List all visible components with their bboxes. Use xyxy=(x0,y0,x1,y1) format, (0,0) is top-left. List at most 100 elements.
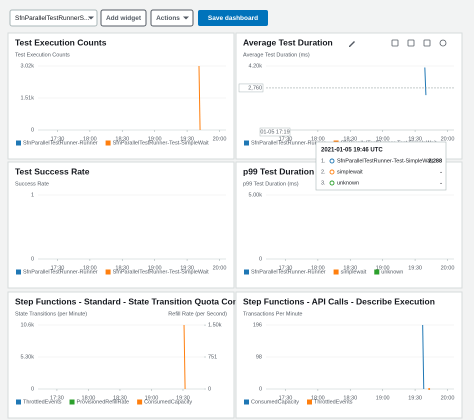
legend-label: SfnParallelTestRunner-Test-SimpleWait xyxy=(113,140,210,146)
y2-axis-label: Refill Rate (per Second) xyxy=(168,311,227,317)
legend-entry: SfnParallelTestRunner-Runner xyxy=(16,269,98,275)
legend-entry: ThrottledEvents xyxy=(16,399,62,405)
legend-swatch xyxy=(374,269,380,275)
y2-tick-label: 1.50k xyxy=(208,323,222,329)
legend-label: ProvisionedRefillRate xyxy=(77,399,130,405)
x-tick-label: 19:00 xyxy=(148,136,162,142)
button-text[interactable]: Actions xyxy=(156,15,180,22)
legend-swatch xyxy=(307,399,312,405)
widget-panel xyxy=(7,32,235,160)
select-box[interactable] xyxy=(9,9,98,27)
x-tick-label: 20:00 xyxy=(213,265,227,271)
x-tick-label: 17:30 xyxy=(279,265,293,271)
widget-panel xyxy=(7,161,235,289)
tooltip-value: - xyxy=(440,169,442,175)
y-tick-label: 0 xyxy=(31,127,34,133)
widget-title: Test Execution Counts xyxy=(15,37,107,47)
y-tick-label: 0 xyxy=(259,256,262,262)
x-tick-label: 20:00 xyxy=(441,395,455,401)
legend-label: simplewait xyxy=(341,269,367,275)
x-tick-label: 18:00 xyxy=(311,395,325,401)
x-tick-label: 17:30 xyxy=(51,136,65,142)
y-tick-label: 1.51k xyxy=(21,95,35,101)
legend-swatch xyxy=(105,269,111,275)
x-tick-label: 18:30 xyxy=(343,265,357,271)
widget-title: Step Functions - Standard - State Transi… xyxy=(15,296,245,306)
x-tick-label: 19:30 xyxy=(176,395,190,401)
button-box[interactable] xyxy=(150,9,194,27)
button-text[interactable]: Add widget xyxy=(106,15,142,22)
legend-swatch xyxy=(16,140,21,146)
y-axis-label: Success Rate xyxy=(15,181,49,187)
tooltip-name: simplewait xyxy=(337,169,363,175)
tooltip-marker xyxy=(329,180,335,186)
widget-icon[interactable] xyxy=(439,39,447,47)
legend-entry: simplewait xyxy=(333,269,367,275)
button-text[interactable]: Save dashboard xyxy=(208,15,258,22)
select-text[interactable]: SfnParallelTestRunnerS... xyxy=(15,15,90,22)
y-tick-label: 0 xyxy=(31,386,34,392)
widget-title: p99 Test Duration xyxy=(243,166,314,176)
legend-entry: SfnParallelTestRunner-Runner xyxy=(244,140,326,146)
legend-swatch xyxy=(137,399,143,405)
legend-entry: SfnParallelTestRunner-Test-SimpleWait xyxy=(105,140,210,146)
legend-swatch xyxy=(105,140,111,146)
x-tick-label: 19:30 xyxy=(408,395,422,401)
actions-button[interactable]: Actions xyxy=(150,9,194,27)
button-box[interactable] xyxy=(100,9,147,27)
legend-entry: ThrottledEvents xyxy=(307,399,353,405)
button-box[interactable] xyxy=(198,10,268,26)
widget-icon[interactable] xyxy=(391,39,399,47)
legend-label: ThrottledEvents xyxy=(314,399,353,405)
widget-icon[interactable] xyxy=(407,39,415,47)
y-tick-label: 5.00k xyxy=(249,192,263,198)
series-line xyxy=(422,324,425,390)
x-tick-label: 19:00 xyxy=(376,265,390,271)
x-tick-label: 19:00 xyxy=(376,395,390,401)
y-axis-label: Transactions Per Minute xyxy=(243,311,302,317)
legend-entry: ConsumedCapacity xyxy=(137,399,192,405)
tooltip-name: SfnParallelTestRunner-Test-SimpleWait xyxy=(337,158,434,164)
series-line xyxy=(198,65,201,131)
legend-entry: SfnParallelTestRunner-Test-SimpleWait xyxy=(105,269,210,275)
x-tick-label: 19:30 xyxy=(408,265,422,271)
x-tick-label: 18:30 xyxy=(115,265,129,271)
y-axis-label: State Transitions (per Minute) xyxy=(15,311,87,317)
widget-icon[interactable] xyxy=(423,39,431,47)
y-tick-label: 10.6k xyxy=(21,322,35,328)
add-widget-button[interactable]: Add widget xyxy=(100,9,147,27)
save-button[interactable]: Save dashboard xyxy=(198,10,268,26)
legend-label: SfnParallelTestRunner-Test-SimpleWait xyxy=(113,269,210,275)
y-tick-label: 5.30k xyxy=(21,354,35,360)
x-tick-label: 19:30 xyxy=(408,136,422,142)
x-tick-label: 19:30 xyxy=(180,265,194,271)
widget-title: Step Functions - API Calls - Describe Ex… xyxy=(243,296,435,306)
x-tick-label: 19:00 xyxy=(145,395,159,401)
hover-x-box xyxy=(259,127,291,137)
x-tick-label: 18:30 xyxy=(115,136,129,142)
x-tick-label: 20:00 xyxy=(213,136,227,142)
x-tick-label: 18:00 xyxy=(82,395,96,401)
legend-label: ConsumedCapacity xyxy=(144,399,192,405)
y-tick-label: 0 xyxy=(31,256,34,262)
tooltip-value: - xyxy=(440,180,442,186)
x-tick-label: 17:30 xyxy=(51,265,65,271)
legend-label: unknown xyxy=(381,269,403,275)
y-axis-label: p99 Test Duration (ms) xyxy=(243,181,299,187)
legend-swatch xyxy=(16,269,21,275)
legend-label: SfnParallelTestRunner-Runner xyxy=(23,140,98,146)
legend-entry: SfnParallelTestRunner-Runner xyxy=(244,269,326,275)
legend-label: SfnParallelTestRunner-Runner xyxy=(23,269,98,275)
dashboard-select[interactable]: SfnParallelTestRunnerS... xyxy=(9,9,98,27)
widget-title: Test Success Rate xyxy=(15,166,90,176)
x-tick-label: 19:00 xyxy=(376,136,390,142)
x-tick-label: 20:00 xyxy=(441,136,455,142)
legend-entry: ConsumedCapacity xyxy=(244,399,299,405)
series-point xyxy=(428,388,431,390)
x-tick-label: 19:30 xyxy=(180,136,194,142)
edit-icon[interactable] xyxy=(349,41,355,47)
x-tick-label: 18:00 xyxy=(311,136,325,142)
legend-entry: ProvisionedRefillRate xyxy=(69,399,130,405)
x-tick-label: 19:00 xyxy=(148,265,162,271)
